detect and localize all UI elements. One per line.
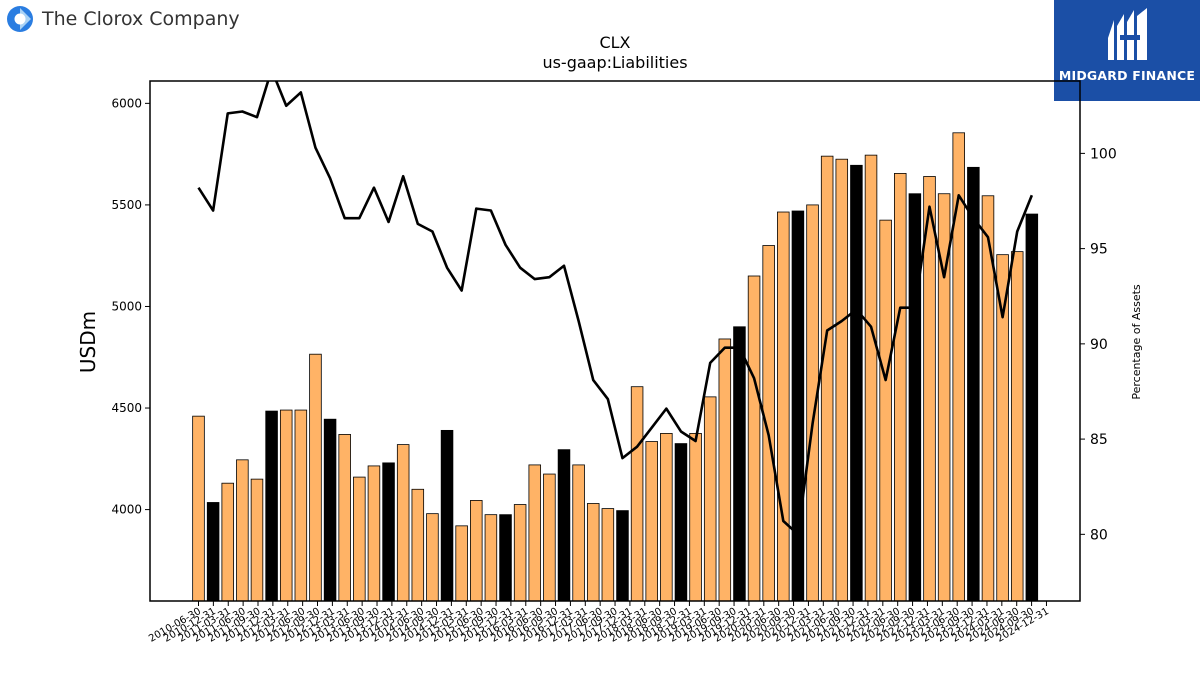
bar bbox=[528, 464, 542, 602]
bar bbox=[294, 409, 308, 602]
bar bbox=[586, 503, 600, 602]
bar bbox=[513, 504, 527, 602]
bar bbox=[1010, 251, 1024, 602]
y2-axis-label: Percentage of Assets bbox=[1130, 284, 1143, 400]
line-layer bbox=[197, 81, 1034, 536]
bar bbox=[572, 464, 585, 602]
bar bbox=[338, 434, 351, 602]
bar bbox=[879, 219, 892, 602]
y2-tick-label: 85 bbox=[1090, 432, 1108, 448]
bar bbox=[484, 514, 498, 602]
bar bbox=[543, 473, 556, 602]
bar bbox=[236, 459, 249, 602]
midgard-logo-icon bbox=[1108, 8, 1147, 60]
bar bbox=[791, 210, 805, 602]
bar bbox=[279, 409, 293, 602]
bar bbox=[835, 158, 849, 602]
bar bbox=[411, 488, 425, 602]
bar bbox=[894, 173, 907, 602]
bar bbox=[616, 510, 629, 602]
bar bbox=[747, 275, 761, 602]
bar-group bbox=[192, 132, 1039, 602]
bar bbox=[323, 418, 337, 602]
bar bbox=[908, 193, 922, 602]
y2-tick-label: 95 bbox=[1090, 242, 1108, 258]
bar bbox=[455, 525, 468, 602]
company-header: The Clorox Company bbox=[6, 5, 240, 33]
bar bbox=[309, 353, 322, 602]
y2-tick-label: 100 bbox=[1090, 146, 1117, 162]
bar bbox=[996, 254, 1009, 602]
bar bbox=[557, 449, 571, 602]
company-name: The Clorox Company bbox=[42, 8, 240, 30]
bar bbox=[499, 514, 512, 602]
bar bbox=[426, 513, 439, 602]
y2-tick-label: 80 bbox=[1090, 527, 1108, 543]
bar bbox=[850, 164, 863, 602]
bar bbox=[265, 410, 278, 602]
bar bbox=[206, 502, 220, 602]
bar bbox=[440, 429, 454, 602]
bar bbox=[703, 396, 717, 602]
y-axis-label: USDm bbox=[76, 311, 100, 373]
bar bbox=[382, 462, 395, 602]
bar bbox=[630, 386, 644, 602]
bar bbox=[777, 211, 790, 602]
y-tick-label: 5000 bbox=[111, 299, 142, 313]
bar bbox=[353, 476, 366, 602]
bar bbox=[601, 508, 615, 602]
bar bbox=[660, 433, 673, 602]
y-tick-label: 6000 bbox=[111, 96, 142, 110]
midgard-finance-logo: MIDGARD FINANCE bbox=[1054, 0, 1200, 101]
bar bbox=[689, 433, 702, 602]
bar bbox=[864, 154, 878, 602]
y-tick-label: 5500 bbox=[111, 198, 142, 212]
bar bbox=[645, 441, 658, 602]
bar bbox=[221, 482, 234, 602]
chart-subtitle: us-gaap:Liabilities bbox=[542, 53, 687, 72]
bar bbox=[967, 166, 980, 602]
bar bbox=[470, 500, 483, 602]
bar bbox=[820, 155, 834, 602]
bar bbox=[250, 478, 264, 602]
bar bbox=[192, 415, 205, 602]
y-tick-label: 4000 bbox=[111, 503, 142, 517]
y-tick-label: 4500 bbox=[111, 401, 142, 415]
brand-name: MIDGARD FINANCE bbox=[1058, 68, 1196, 83]
bar bbox=[674, 443, 688, 602]
chart-title: CLX bbox=[599, 33, 630, 52]
percentage-line bbox=[197, 81, 1034, 536]
bar bbox=[1025, 213, 1039, 602]
axes: 40004500500055006000808590951002010-06-3… bbox=[111, 80, 1117, 645]
bar bbox=[733, 326, 746, 602]
bar bbox=[718, 338, 732, 602]
y2-tick-label: 90 bbox=[1090, 337, 1108, 353]
bar bbox=[396, 444, 410, 602]
clorox-logo-icon bbox=[7, 6, 33, 32]
bar bbox=[367, 465, 381, 602]
